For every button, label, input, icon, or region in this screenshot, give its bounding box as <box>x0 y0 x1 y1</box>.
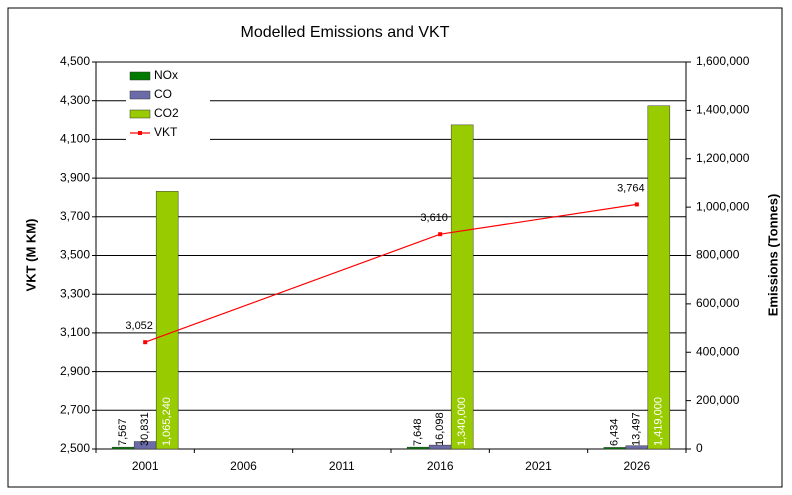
y2-tick-label: 1,000,000 <box>696 199 750 213</box>
x-tick-label: 2021 <box>525 459 552 473</box>
x-tick-label: 2016 <box>427 459 454 473</box>
bar <box>450 124 474 450</box>
y2-tick-label: 200,000 <box>696 393 740 407</box>
y2-tick-label: 0 <box>696 441 703 455</box>
y2-axis-title: Emissions (Tonnes) <box>765 194 780 317</box>
legend-label: VKT <box>154 125 178 139</box>
x-tick-label: 2006 <box>230 459 257 473</box>
line-marker <box>634 202 639 207</box>
legend-swatch <box>129 71 151 81</box>
x-tick-label: 2026 <box>623 459 650 473</box>
y-tick-label: 4,100 <box>60 132 90 146</box>
legend-label: CO2 <box>154 106 179 120</box>
legend-swatch <box>129 109 151 119</box>
value-label: 7,567 <box>117 418 129 446</box>
bar <box>111 446 135 450</box>
y-tick-label: 3,100 <box>60 325 90 339</box>
bar <box>603 447 627 450</box>
legend-label: NOx <box>154 68 178 82</box>
value-label: 16,098 <box>434 412 446 446</box>
bar <box>406 446 430 450</box>
y-tick-label: 4,500 <box>60 54 90 68</box>
y2-tick-label: 1,200,000 <box>696 151 750 165</box>
value-label: 30,831 <box>139 412 151 446</box>
y2-tick-label: 1,400,000 <box>696 103 750 117</box>
y-tick-label: 3,300 <box>60 286 90 300</box>
bar <box>155 191 179 450</box>
value-label: 3,764 <box>617 182 645 194</box>
x-tick-label: 2001 <box>132 459 159 473</box>
value-label: 3,610 <box>420 212 448 224</box>
y-tick-label: 2,900 <box>60 364 90 378</box>
value-label: 7,648 <box>412 418 424 446</box>
y2-tick-label: 400,000 <box>696 344 740 358</box>
bar <box>647 105 671 450</box>
y-tick-label: 3,500 <box>60 248 90 262</box>
x-tick-label: 2011 <box>329 459 355 473</box>
value-label: 1,340,000 <box>456 397 468 446</box>
y-tick-label: 3,900 <box>60 170 90 184</box>
value-label: 6,434 <box>609 418 621 446</box>
legend-label: CO <box>154 87 172 101</box>
legend-marker <box>138 131 142 135</box>
y-tick-label: 3,700 <box>60 209 90 223</box>
y2-tick-label: 1,600,000 <box>696 54 750 68</box>
y2-tick-label: 800,000 <box>696 248 740 262</box>
line-marker <box>438 232 443 237</box>
value-label: 13,497 <box>631 412 643 446</box>
y-tick-label: 4,300 <box>60 93 90 107</box>
value-label: 1,065,240 <box>161 397 173 446</box>
value-label: 1,419,000 <box>653 397 665 446</box>
y2-tick-label: 600,000 <box>696 296 740 310</box>
line-marker <box>143 340 148 345</box>
y-tick-label: 2,500 <box>60 441 90 455</box>
chart-title: Modelled Emissions and VKT <box>241 24 450 41</box>
legend-swatch <box>129 90 151 100</box>
value-label: 3,052 <box>125 320 153 332</box>
y-tick-label: 2,700 <box>60 402 90 416</box>
y-axis-title: VKT (M KM) <box>23 219 38 292</box>
